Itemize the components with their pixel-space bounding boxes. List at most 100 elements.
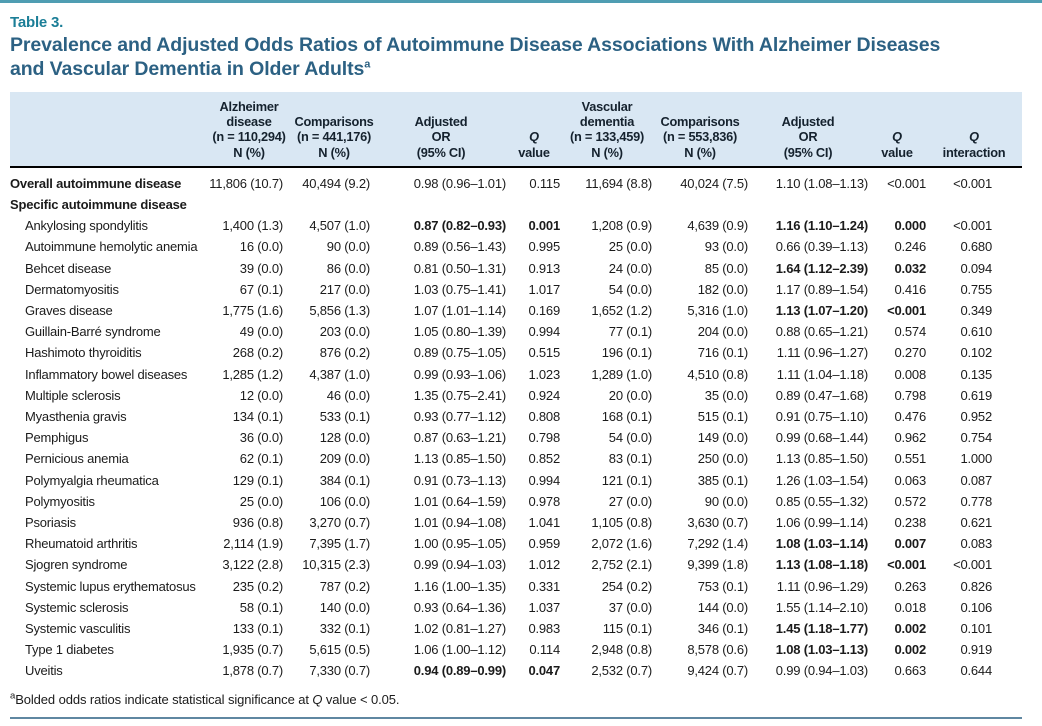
cell-comparisons-vad-n: 716 (0.1): [697, 345, 748, 361]
cell-q-value-ad: 0.978: [528, 493, 560, 509]
cell-alzheimer-n: 62 (0.1): [239, 451, 283, 467]
cell-comparisons-ad-n: [292, 194, 376, 215]
cell-q-interaction: 0.102: [960, 345, 992, 361]
cell-comparisons-vad-n: 385 (0.1): [697, 472, 748, 488]
cell-adjusted-or-vad: 1.11 (1.04–1.18): [776, 366, 868, 382]
column-header-condition: [10, 92, 206, 168]
cell-q-interaction: 0.778: [960, 493, 992, 509]
cell-q-value-ad: [506, 194, 562, 215]
cell-vascular-dementia-n: 1,652 (1.2): [591, 303, 652, 319]
row-label: Pernicious anemia: [25, 451, 129, 467]
cell-alzheimer-n: 58 (0.1): [239, 599, 283, 615]
cell-comparisons-ad-n: 90 (0.0): [326, 239, 370, 255]
cell-comparisons-ad-n: 209 (0.0): [319, 451, 370, 467]
table-row: Polymyositis 25 (0.0) 106 (0.0) 1.01 (0.64–…: [10, 491, 1022, 512]
cell-q-interaction: [926, 194, 1022, 215]
cell-q-value-ad: 0.924: [528, 387, 560, 403]
cell-q-interaction: 0.952: [960, 409, 992, 425]
cell-alzheimer-n: 25 (0.0): [239, 493, 283, 509]
row-label: Multiple sclerosis: [25, 387, 121, 403]
cell-q-value-ad: 1.012: [528, 557, 560, 573]
cell-adjusted-or-ad: 0.93 (0.77–1.12): [413, 409, 506, 425]
cell-adjusted-or-ad: 0.87 (0.63–1.21): [413, 430, 506, 446]
cell-q-value-vad: 0.007: [894, 536, 926, 552]
row-label: Polymyalgia rheumatica: [25, 472, 159, 488]
results-table: Alzheimer disease (n = 110,294) N (%) Compar…: [10, 92, 1022, 682]
cell-adjusted-or-vad: 0.99 (0.68–1.44): [775, 430, 868, 446]
cell-q-interaction: 0.106: [960, 599, 992, 615]
column-header-adjusted-or-ad: Adjusted OR (95% CI): [376, 92, 506, 168]
cell-q-value-vad: <0.001: [887, 175, 926, 191]
table-row: Psoriasis 936 (0.8) 3,270 (0.7) 1.01 (0.94–…: [10, 512, 1022, 533]
table-body: Overall autoimmune disease 11,806 (10.7) 4…: [10, 167, 1022, 682]
row-label: Pemphigus: [25, 430, 89, 446]
table-row: Pernicious anemia 62 (0.1) 209 (0.0) 1.13 (…: [10, 448, 1022, 469]
cell-alzheimer-n: 133 (0.1): [232, 621, 283, 637]
row-label: Autoimmune hemolytic anemia: [25, 239, 198, 255]
cell-adjusted-or-vad: 1.13 (0.85–1.50): [775, 451, 868, 467]
cell-q-value-ad: 0.852: [528, 451, 560, 467]
cell-q-interaction: 0.087: [960, 472, 992, 488]
cell-vascular-dementia-n: 196 (0.1): [601, 345, 652, 361]
cell-vascular-dementia-n: 2,532 (0.7): [591, 663, 652, 679]
cell-adjusted-or-vad: 1.08 (1.03–1.13): [775, 642, 868, 658]
cell-comparisons-ad-n: 5,615 (0.5): [309, 642, 370, 658]
cell-alzheimer-n: 39 (0.0): [239, 260, 283, 276]
cell-q-interaction: 0.135: [960, 366, 992, 382]
cell-q-interaction: 0.083: [960, 536, 992, 552]
table-row: Sjogren syndrome 3,122 (2.8) 10,315 (2.3) 0…: [10, 554, 1022, 575]
cell-comparisons-vad-n: 7,292 (1.4): [687, 536, 748, 552]
row-label: Guillain-Barré syndrome: [25, 324, 161, 340]
row-label: Dermatomyositis: [25, 281, 119, 297]
cell-comparisons-vad-n: [652, 194, 748, 215]
cell-q-interaction: <0.001: [953, 557, 992, 573]
column-header-alzheimer-n: Alzheimer disease (n = 110,294) N (%): [206, 92, 292, 168]
cell-vascular-dementia-n: 254 (0.2): [601, 578, 652, 594]
table-row: Behcet disease 39 (0.0) 86 (0.0) 0.81 (0.50…: [10, 258, 1022, 279]
row-label: Polymyositis: [25, 493, 95, 509]
cell-adjusted-or-vad: 1.16 (1.10–1.24): [775, 218, 868, 234]
cell-q-value-ad: 0.983: [528, 621, 560, 637]
cell-comparisons-ad-n: 7,330 (0.7): [309, 663, 370, 679]
row-label: Sjogren syndrome: [25, 557, 128, 573]
top-rule: [0, 0, 1042, 3]
cell-comparisons-ad-n: 4,387 (1.0): [309, 366, 370, 382]
title-footnote-marker: a: [364, 58, 371, 70]
cell-q-value-vad: 0.000: [894, 218, 926, 234]
row-label: Systemic vasculitis: [25, 621, 131, 637]
cell-q-value-vad: 0.002: [894, 621, 926, 637]
column-header-comparisons-ad-n: Comparisons (n = 441,176) N (%): [292, 92, 376, 168]
cell-comparisons-ad-n: 533 (0.1): [319, 409, 370, 425]
cell-q-value-vad: 0.663: [894, 663, 926, 679]
cell-vascular-dementia-n: [562, 194, 652, 215]
row-label: Graves disease: [25, 303, 113, 319]
cell-vascular-dementia-n: 168 (0.1): [601, 409, 652, 425]
cell-q-value-ad: 0.913: [528, 260, 560, 276]
cell-q-value-ad: 0.995: [528, 239, 560, 255]
cell-comparisons-ad-n: 332 (0.1): [319, 621, 370, 637]
cell-q-interaction: 0.644: [960, 663, 992, 679]
cell-alzheimer-n: 3,122 (2.8): [222, 557, 283, 573]
cell-q-value-vad: 0.962: [894, 430, 926, 446]
cell-adjusted-or-vad: 1.11 (0.96–1.27): [776, 345, 868, 361]
cell-q-value-vad: 0.798: [894, 387, 926, 403]
cell-vascular-dementia-n: 1,208 (0.9): [591, 218, 652, 234]
cell-q-value-vad: 0.416: [894, 281, 926, 297]
cell-comparisons-ad-n: 217 (0.0): [319, 281, 370, 297]
cell-adjusted-or-vad: 1.13 (1.08–1.18): [775, 557, 868, 573]
table-row: Specific autoimmune disease: [10, 194, 1022, 215]
cell-adjusted-or-ad: 0.98 (0.96–1.01): [413, 175, 506, 191]
cell-alzheimer-n: 129 (0.1): [232, 472, 283, 488]
cell-adjusted-or-vad: 0.91 (0.75–1.10): [775, 409, 868, 425]
cell-comparisons-vad-n: 85 (0.0): [704, 260, 748, 276]
cell-alzheimer-n: 1,935 (0.7): [222, 642, 283, 658]
cell-comparisons-ad-n: 7,395 (1.7): [309, 536, 370, 552]
cell-comparisons-ad-n: 128 (0.0): [319, 430, 370, 446]
cell-q-value-ad: 0.047: [528, 663, 560, 679]
table-row: Multiple sclerosis 12 (0.0) 46 (0.0) 1.35 (…: [10, 385, 1022, 406]
cell-adjusted-or-vad: 1.45 (1.18–1.77): [775, 621, 868, 637]
cell-q-value-ad: 1.017: [528, 281, 560, 297]
cell-q-value-vad: 0.551: [894, 451, 926, 467]
row-label: Rheumatoid arthritis: [25, 536, 138, 552]
